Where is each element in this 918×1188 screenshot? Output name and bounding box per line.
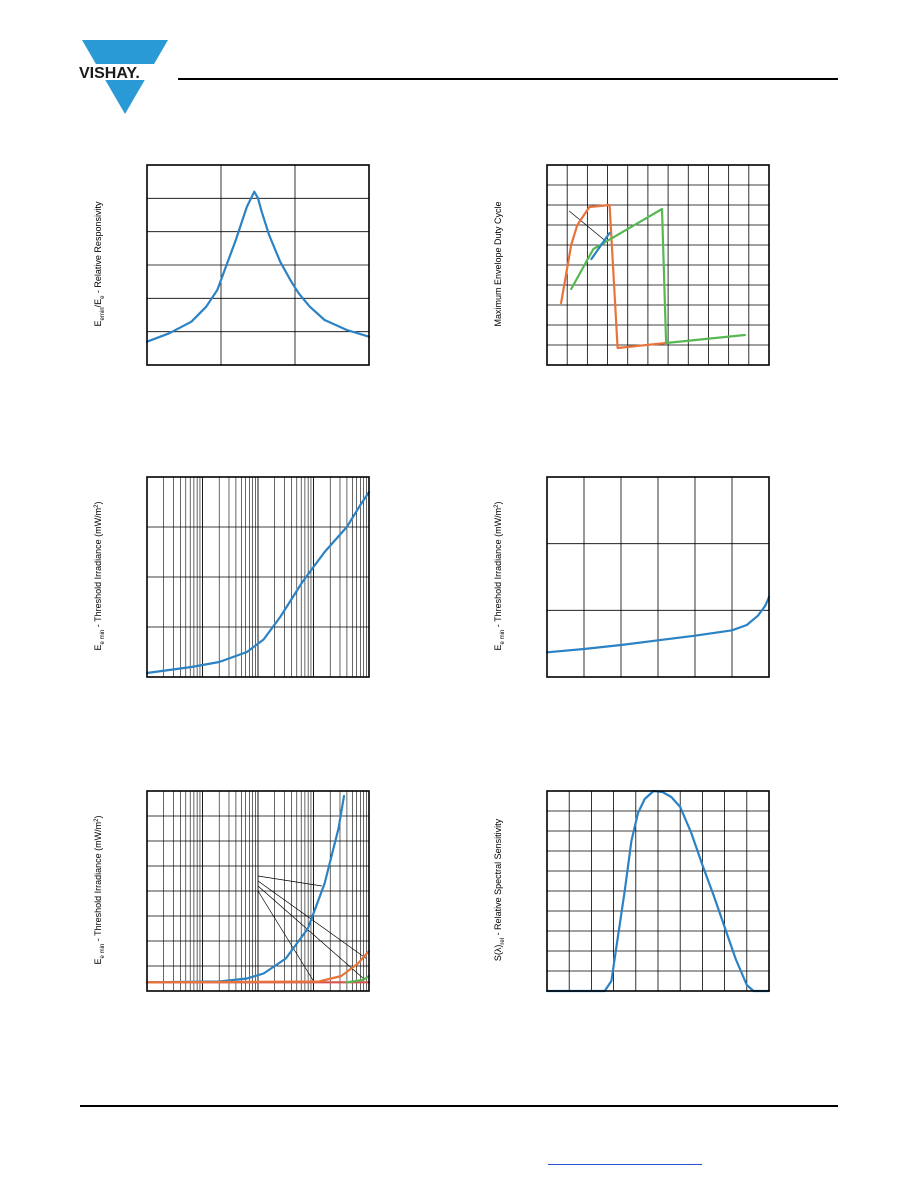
footer-link-underline[interactable] [548,1164,702,1165]
y-axis-label: Ee min - Threshold Irradiance (mW/m2) [493,502,506,651]
y-axis-label: S(λ)rel - Relative Spectral Sensitivity [493,818,506,961]
plot-frame [146,790,370,992]
plot-area [145,790,371,992]
series-line-blue [590,231,611,261]
y-axis-label: Ee min - Threshold Irradiance (mW/m2) [93,816,106,965]
chart-relative-responsivity: Eemin/Ee - Relative Responsivity [93,164,371,366]
chart-duty-cycle: Maximum Envelope Duty Cycle [493,164,770,366]
plot-frame [546,476,770,678]
series-line-blue [145,794,346,984]
series-line-green [570,207,746,345]
series-line-blue [545,595,771,654]
vishay-logo: VISHAY. [78,40,178,114]
annotation-leader-line [257,890,314,982]
series-line-orange [560,203,668,350]
series-line-blue [145,190,371,343]
y-axis-label: Ee min - Threshold Irradiance (mW/m2) [93,502,106,651]
chart-spectral-sensitivity: S(λ)rel - Relative Spectral Sensitivity [493,789,771,993]
plot-frame [146,164,370,366]
y-axis-label: Maximum Envelope Duty Cycle [493,201,503,326]
plot-area [546,164,770,366]
plot-frame [546,164,770,366]
plot-area [545,789,771,993]
series-line-green [345,974,371,984]
y-axis-label: Eemin/Ee - Relative Responsivity [93,201,106,326]
header-rule [178,78,838,80]
plot-frame [546,790,770,992]
footer-rule [80,1105,838,1107]
chart-threshold-log-2: Ee min - Threshold Irradiance (mW/m2) [93,790,371,992]
plot-area [145,164,371,366]
plot-area [145,476,371,678]
brand-name: VISHAY. [79,65,140,82]
annotation-leader-line [257,885,364,979]
chart-threshold-log-1: Ee min - Threshold Irradiance (mW/m2) [93,476,371,678]
plot-area [545,476,771,678]
series-line-blue [145,490,371,675]
series-line-orange [145,949,371,984]
annotation-leader-line [568,210,606,242]
annotation-leader-line [257,875,322,887]
plot-frame [146,476,370,678]
chart-threshold-linear: Ee min - Threshold Irradiance (mW/m2) [493,476,771,678]
series-line-blue [545,789,771,993]
